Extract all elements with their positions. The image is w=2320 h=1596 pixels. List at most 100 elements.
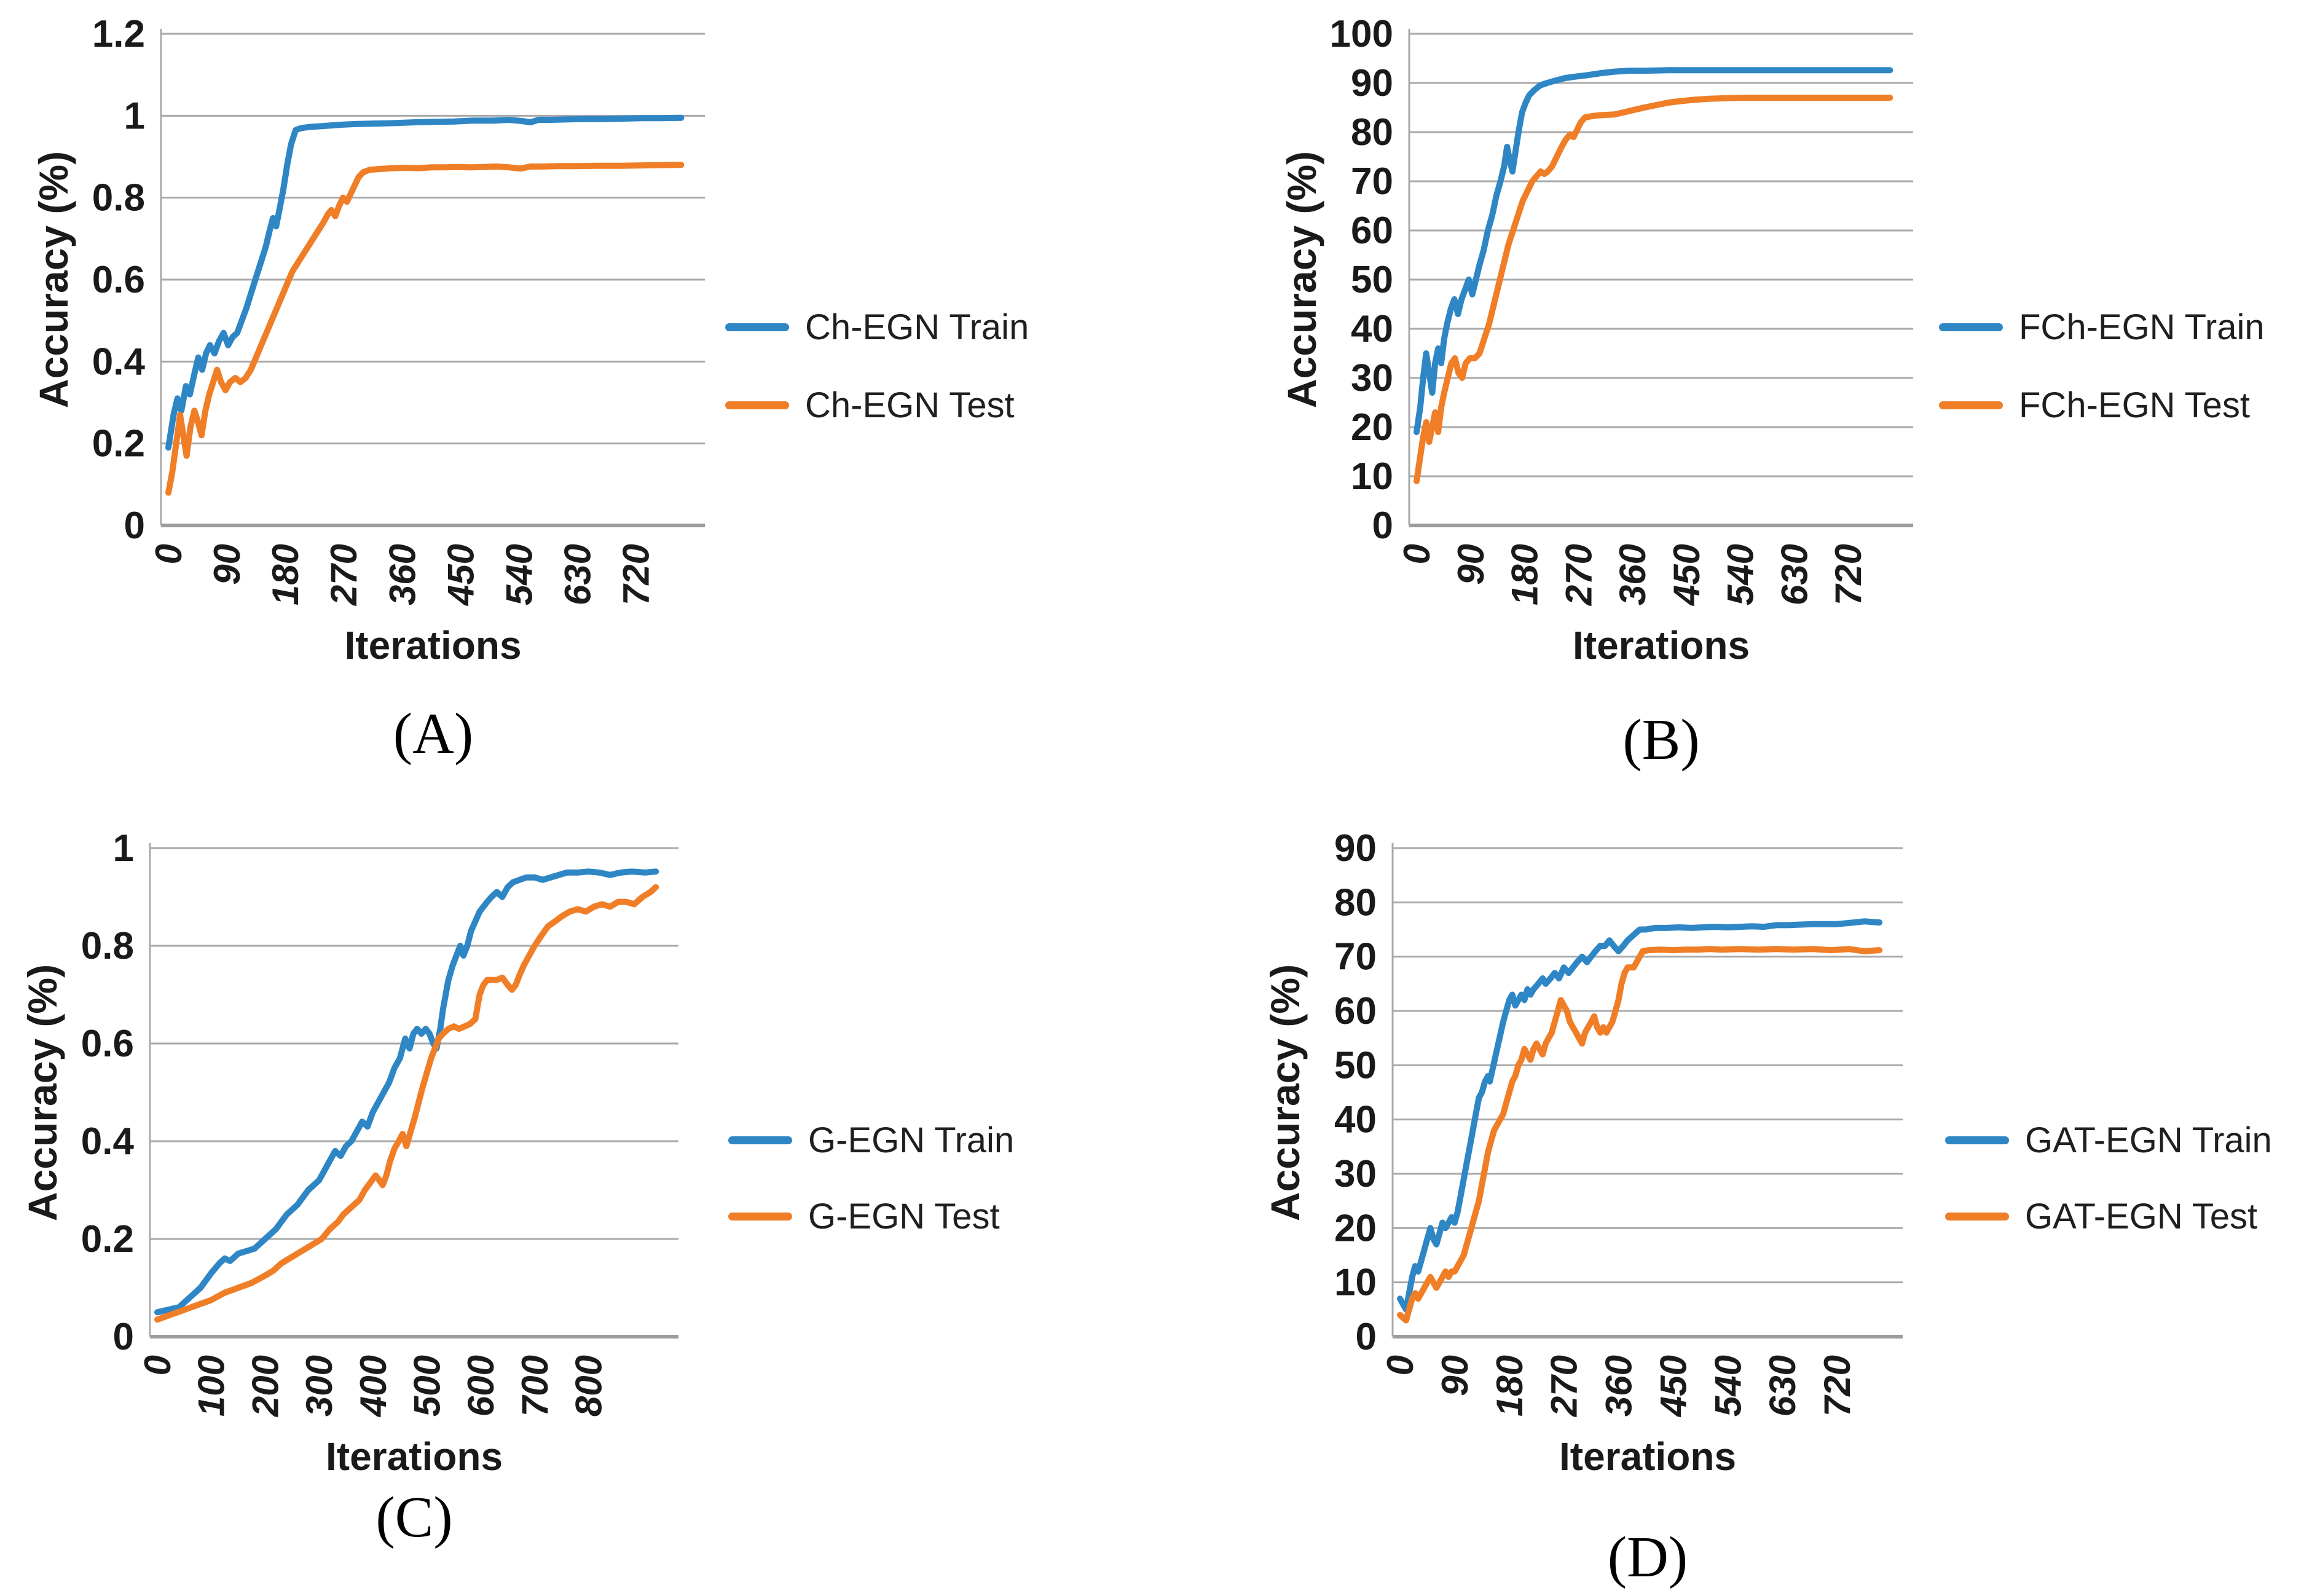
legend-item-test: Ch-EGN Test (725, 385, 1015, 425)
x-tick-label: 180 (1504, 544, 1546, 605)
series-line-train (1414, 67, 1893, 435)
x-tick-label: 450 (1653, 1355, 1694, 1417)
series-line-train (165, 114, 685, 451)
x-tick-label: 630 (557, 544, 598, 605)
y-tick-label: 0.8 (92, 177, 145, 219)
y-axis-title: Accuracy (%) (1279, 151, 1324, 409)
y-tick-label: 90 (1334, 827, 1377, 870)
x-tick-label: 360 (1612, 544, 1653, 605)
legend-label: FCh-EGN Test (2019, 385, 2251, 425)
panel-caption: (C) (376, 1485, 453, 1549)
train-line-swatch (1939, 323, 2003, 331)
y-tick-label: 0 (1356, 1316, 1377, 1358)
series-line-test (1414, 95, 1893, 484)
x-tick-label: 500 (407, 1355, 448, 1417)
x-axis-title: Iterations (1559, 1434, 1737, 1479)
x-tick-label: 720 (1817, 1355, 1858, 1417)
x-tick-label: 450 (1666, 544, 1707, 606)
y-tick-label: 0.4 (92, 340, 146, 383)
chart-panel-d: 0 10 20 30 40 50 60 70 80 90 0 90 180 270 360 450 540 630… (1160, 799, 2320, 1596)
panel-caption: (D) (1607, 1525, 1688, 1589)
train-line-swatch (725, 323, 789, 331)
legend-label: Ch-EGN Test (805, 385, 1015, 425)
y-tick-label: 50 (1334, 1044, 1377, 1087)
legend-label: Ch-EGN Train (805, 307, 1029, 347)
x-tick-label: 270 (1544, 1355, 1585, 1417)
x-tick-label: 600 (460, 1355, 501, 1417)
x-tick-label: 630 (1762, 1355, 1803, 1417)
legend-label: G-EGN Train (808, 1120, 1015, 1160)
y-tick-label: 60 (1334, 990, 1377, 1032)
x-tick-label: 300 (299, 1355, 340, 1417)
plot-area-c: 0 0.2 0.4 0.6 0.8 1 0 100 200 300 400 500 600 700 800 (81, 827, 678, 1417)
x-tick-label: 200 (245, 1355, 286, 1417)
y-tick-label: 10 (1334, 1262, 1377, 1304)
y-tick-label: 0.8 (81, 925, 134, 967)
x-tick-label: 540 (1720, 544, 1761, 605)
y-tick-label: 50 (1351, 259, 1393, 301)
y-axis-title: Accuracy (%) (20, 964, 65, 1221)
x-tick-label: 0 (1380, 1355, 1421, 1375)
series-line-test (154, 884, 659, 1323)
series-line-train (154, 868, 659, 1316)
x-tick-label: 400 (353, 1355, 394, 1417)
x-axis-title: Iterations (1572, 623, 1750, 667)
x-tick-label: 180 (265, 544, 306, 605)
chart-panel-b: 0 10 20 30 40 50 60 70 80 90 100 0 90 180 270 360 450 540… (1160, 0, 2320, 797)
y-tick-label: 30 (1334, 1153, 1377, 1195)
x-tick-label: 700 (514, 1355, 556, 1417)
x-tick-label: 720 (616, 544, 657, 605)
y-tick-label: 1 (113, 827, 134, 870)
x-tick-label: 720 (1828, 544, 1869, 605)
plot-area-b: 0 10 20 30 40 50 60 70 80 90 100 0 90 180 270 360 450 540… (1330, 13, 1913, 606)
panel-caption: (A) (393, 702, 474, 766)
y-tick-label: 0.6 (81, 1023, 134, 1065)
x-tick-label: 0 (148, 544, 189, 564)
y-tick-label: 70 (1351, 160, 1393, 203)
plot-area-a: 0 0.2 0.4 0.6 0.8 1 1.2 0 90 180 270 360 450 540 630 72… (92, 13, 705, 606)
legend-label: G-EGN Test (808, 1196, 1000, 1236)
plot-area-d: 0 10 20 30 40 50 60 70 80 90 0 90 180 270 360 450 540 630… (1334, 827, 1903, 1417)
y-tick-label: 1.2 (92, 13, 145, 55)
y-axis-title: Accuracy (%) (31, 151, 76, 409)
legend-item-train: FCh-EGN Train (1939, 307, 2265, 347)
x-tick-label: 540 (1707, 1355, 1748, 1417)
y-tick-label: 1 (124, 95, 145, 137)
test-line-swatch (725, 401, 789, 409)
x-tick-label: 90 (1450, 544, 1492, 585)
y-tick-label: 20 (1334, 1207, 1377, 1249)
y-tick-label: 0.6 (92, 259, 145, 301)
x-tick-label: 360 (382, 544, 423, 605)
y-tick-label: 20 (1351, 406, 1393, 449)
x-tick-label: 90 (206, 544, 248, 585)
x-tick-label: 0 (137, 1355, 178, 1375)
legend-item-train: GAT-EGN Train (1945, 1120, 2272, 1160)
panel-caption: (B) (1622, 708, 1700, 772)
train-line-swatch (1945, 1136, 2009, 1144)
x-tick-label: 270 (1558, 544, 1599, 606)
x-tick-label: 450 (440, 544, 481, 606)
y-tick-label: 0.2 (81, 1218, 134, 1260)
test-line-swatch (1945, 1212, 2009, 1221)
y-tick-label: 0 (124, 505, 145, 547)
y-tick-label: 0 (1372, 505, 1393, 547)
chart-panel-c: 0 0.2 0.4 0.6 0.8 1 0 100 200 300 400 500 600 700 800 … (0, 799, 1160, 1596)
y-tick-label: 0.4 (81, 1120, 135, 1163)
y-tick-label: 0 (113, 1316, 134, 1358)
y-tick-label: 80 (1351, 111, 1393, 154)
y-tick-label: 90 (1351, 62, 1393, 104)
y-tick-label: 30 (1351, 357, 1393, 399)
x-axis-title: Iterations (344, 623, 522, 667)
x-tick-label: 180 (1489, 1355, 1530, 1417)
legend-item-test: FCh-EGN Test (1939, 385, 2250, 425)
y-axis-title: Accuracy (%) (1262, 964, 1308, 1221)
x-tick-label: 630 (1774, 544, 1815, 605)
y-tick-label: 100 (1330, 13, 1393, 55)
legend-item-train: Ch-EGN Train (725, 307, 1029, 347)
legend-item-test: GAT-EGN Test (1945, 1197, 2257, 1236)
x-tick-label: 90 (1434, 1355, 1476, 1396)
test-line-swatch (1939, 401, 2003, 409)
series-line-test (1397, 946, 1883, 1324)
y-tick-label: 70 (1334, 936, 1377, 978)
